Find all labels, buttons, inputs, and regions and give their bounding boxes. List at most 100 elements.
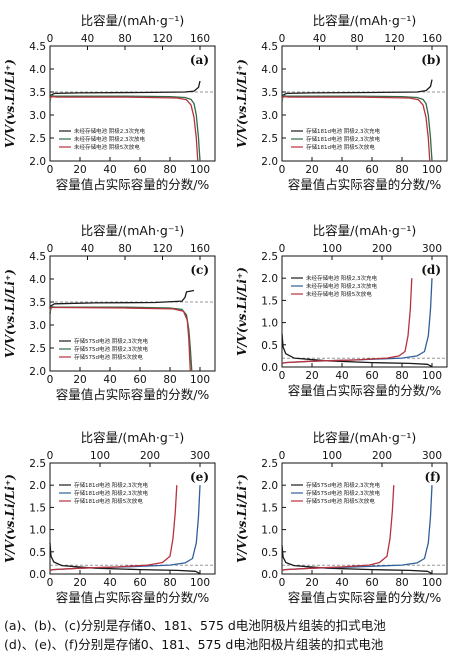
x-tick-label: 100 bbox=[190, 577, 210, 589]
caption-line-2: (d)、(e)、(f)分别是存储0、181、575 d电池阳极片组装的扣式电池 bbox=[4, 637, 384, 652]
x-tick-label: 0 bbox=[47, 577, 54, 589]
y-tick-label: 2.5 bbox=[261, 133, 278, 145]
series-line-3 bbox=[281, 485, 395, 572]
series-line-2 bbox=[49, 95, 201, 162]
y-tick-label: 2.5 bbox=[29, 458, 46, 470]
y-tick-label: 0.0 bbox=[261, 362, 278, 374]
top-tick-label: 120 bbox=[152, 243, 172, 255]
top-axis-title: 比容量/(mAh·g⁻¹) bbox=[313, 13, 417, 28]
x-tick-label: 20 bbox=[305, 164, 318, 176]
legend-entry: 存储575d电池 阴极2,3次充电 bbox=[74, 337, 148, 345]
y-tick-label: 2.5 bbox=[261, 251, 278, 263]
x-tick-label: 20 bbox=[73, 164, 86, 176]
y-tick-label: 2.0 bbox=[29, 480, 46, 492]
top-tick-label: 120 bbox=[384, 33, 404, 45]
y-axis-title: V/V(vs.Li/Li⁺) bbox=[235, 267, 249, 356]
top-axis-title: 比容量/(mAh·g⁻¹) bbox=[313, 430, 417, 445]
y-tick-label: 2.0 bbox=[261, 156, 278, 168]
panel-letter: (c) bbox=[190, 263, 209, 277]
series-line-3 bbox=[49, 95, 199, 162]
x-tick-label: 0 bbox=[279, 577, 286, 589]
top-axis-title: 比容量/(mAh·g⁻¹) bbox=[313, 223, 417, 238]
x-tick-label: 80 bbox=[163, 374, 176, 386]
legend-entry: 存储181d电池 阳极2,3次放电 bbox=[74, 489, 148, 497]
x-tick-label: 60 bbox=[133, 164, 146, 176]
legend-entry: 未经存储电池 阳极2,3次放电 bbox=[306, 282, 377, 290]
x-tick-label: 20 bbox=[73, 374, 86, 386]
top-tick-label: 40 bbox=[81, 243, 94, 255]
top-tick-label: 80 bbox=[118, 243, 131, 255]
y-tick-label: 0.5 bbox=[261, 340, 278, 352]
x-tick-label: 60 bbox=[365, 577, 378, 589]
series-line-3 bbox=[281, 278, 413, 365]
bottom-axis-title: 容量值占实际容量的分数/% bbox=[56, 590, 210, 605]
bottom-axis-title: 容量值占实际容量的分数/% bbox=[288, 177, 442, 192]
top-tick-label: 160 bbox=[190, 243, 210, 255]
top-tick-label: 200 bbox=[140, 450, 160, 462]
y-tick-label: 4.5 bbox=[29, 41, 46, 53]
x-tick-label: 100 bbox=[190, 164, 210, 176]
legend-entry: 存储181d电池 阳极5次放电 bbox=[74, 497, 143, 505]
top-tick-label: 300 bbox=[190, 450, 210, 462]
legend-entry: 存储575d电池 阳极5次放电 bbox=[306, 497, 375, 505]
x-tick-label: 20 bbox=[73, 577, 86, 589]
y-tick-label: 2.5 bbox=[29, 133, 46, 145]
x-tick-label: 40 bbox=[335, 577, 348, 589]
x-tick-label: 60 bbox=[365, 370, 378, 382]
x-tick-label: 40 bbox=[103, 577, 116, 589]
x-tick-label: 40 bbox=[335, 164, 348, 176]
legend-entry: 存储181d电池 阴极2,3次放电 bbox=[306, 135, 380, 143]
x-tick-label: 80 bbox=[395, 577, 408, 589]
panel-letter: (e) bbox=[190, 470, 209, 484]
top-tick-label: 200 bbox=[372, 450, 392, 462]
y-tick-label: 2.0 bbox=[29, 156, 46, 168]
top-tick-label: 0 bbox=[279, 33, 286, 45]
legend-entry: 存储181d电池 阴极2,3次充电 bbox=[306, 127, 380, 135]
top-tick-label: 0 bbox=[279, 450, 286, 462]
x-tick-label: 20 bbox=[305, 577, 318, 589]
bottom-axis-title: 容量值占实际容量的分数/% bbox=[56, 387, 210, 402]
y-tick-label: 2.0 bbox=[261, 273, 278, 285]
x-tick-label: 80 bbox=[163, 164, 176, 176]
top-tick-label: 160 bbox=[190, 33, 210, 45]
x-tick-label: 100 bbox=[422, 164, 442, 176]
y-axis-title: V/V(vs.Li/Li⁺) bbox=[235, 59, 249, 148]
top-tick-label: 200 bbox=[372, 243, 392, 255]
x-tick-label: 0 bbox=[47, 374, 54, 386]
y-tick-label: 3.0 bbox=[29, 320, 46, 332]
caption-line-1: (a)、(b)、(c)分别是存储0、181、575 d电池阴极片组装的扣式电池 bbox=[4, 618, 386, 633]
legend-entry: 存储181d电池 阴极5次放电 bbox=[306, 143, 375, 151]
top-tick-label: 80 bbox=[350, 33, 363, 45]
y-tick-label: 4.0 bbox=[29, 64, 46, 76]
legend-entry: 存储575d电池 阴极2,3次放电 bbox=[74, 345, 148, 353]
plot-frame bbox=[281, 462, 448, 575]
bottom-axis-title: 容量值占实际容量的分数/% bbox=[56, 177, 210, 192]
x-tick-label: 80 bbox=[395, 370, 408, 382]
legend-entry: 存储181d电池 阳极2,3次充电 bbox=[74, 481, 148, 489]
top-tick-label: 300 bbox=[422, 243, 442, 255]
x-tick-label: 100 bbox=[422, 370, 442, 382]
plot-frame bbox=[281, 45, 448, 162]
plot-frame bbox=[49, 45, 216, 162]
x-tick-label: 40 bbox=[335, 370, 348, 382]
top-tick-label: 0 bbox=[47, 450, 54, 462]
bottom-axis-title: 容量值占实际容量的分数/% bbox=[288, 383, 442, 398]
x-tick-label: 0 bbox=[47, 164, 54, 176]
top-axis-title: 比容量/(mAh·g⁻¹) bbox=[81, 223, 185, 238]
series-line-3 bbox=[49, 306, 191, 372]
plot-frame bbox=[49, 255, 216, 372]
y-tick-label: 0.5 bbox=[29, 547, 46, 559]
legend-entry: 未经存储电池 阴极5次放电 bbox=[74, 143, 140, 151]
top-tick-label: 0 bbox=[279, 243, 286, 255]
top-tick-label: 0 bbox=[47, 243, 54, 255]
series-line-1 bbox=[49, 289, 195, 314]
y-axis-title: V/V(vs.Li/Li⁺) bbox=[3, 269, 17, 358]
legend-entry: 未经存储电池 阳极2,3次充电 bbox=[306, 274, 377, 282]
y-tick-label: 1.0 bbox=[29, 525, 46, 537]
y-tick-label: 4.0 bbox=[261, 64, 278, 76]
x-tick-label: 100 bbox=[422, 577, 442, 589]
top-tick-label: 100 bbox=[90, 450, 110, 462]
